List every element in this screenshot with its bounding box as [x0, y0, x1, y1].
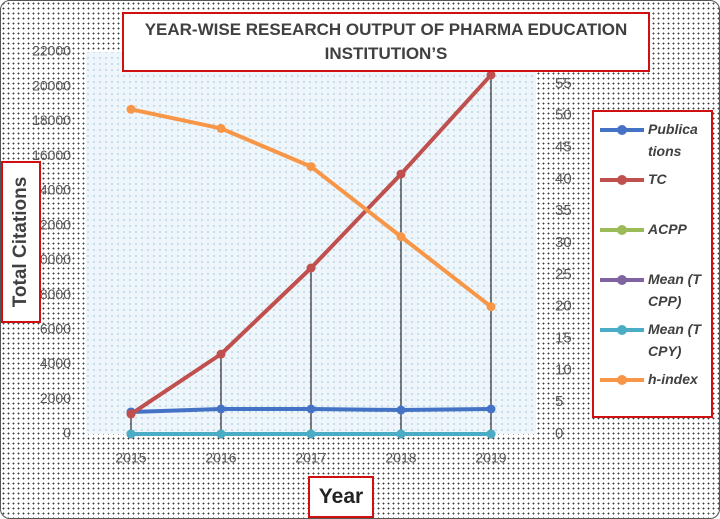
data-point	[396, 429, 406, 439]
legend-label: Publications	[648, 121, 698, 159]
y-tick-label: 12000	[32, 216, 71, 232]
x-tick-label: 2017	[295, 450, 326, 466]
legend-swatch	[600, 375, 644, 385]
legend-label: Mean (TCPY)	[648, 321, 701, 359]
y-tick-label: 20000	[32, 77, 71, 93]
data-point	[216, 123, 226, 133]
x-axis-title: Year	[308, 476, 374, 518]
legend-label: h-index	[648, 371, 698, 387]
y-tick-label: 22000	[32, 43, 71, 59]
legend-marker	[617, 375, 627, 385]
y-tick-label: 4000	[40, 355, 71, 371]
y-axis-title: Total Citations	[10, 176, 31, 308]
y2-tick-label: 20	[555, 298, 572, 315]
y2-tick-label: 55	[555, 75, 572, 92]
data-point	[396, 405, 406, 415]
data-point	[126, 429, 136, 439]
x-tick-label: 2015	[115, 450, 146, 466]
legend-item: TC	[598, 168, 707, 218]
data-point	[126, 104, 136, 114]
legend-swatch	[600, 275, 644, 285]
legend-label: TC	[648, 171, 667, 187]
data-point	[216, 429, 226, 439]
data-point	[486, 404, 496, 414]
y2-tick-label: 30	[555, 234, 572, 251]
legend-item: Publications	[598, 118, 707, 168]
y-tick-label: 14000	[32, 182, 71, 198]
data-point	[306, 162, 316, 172]
y2-tick-label: 45	[555, 138, 572, 155]
y-axis-title-box: Total Citations	[1, 161, 41, 323]
data-point	[396, 232, 406, 242]
y-tick-label: 2000	[40, 390, 71, 406]
legend-label: ACPP	[648, 221, 687, 237]
y-tick-label: 18000	[32, 112, 71, 128]
legend-item: h-index	[598, 368, 707, 418]
y2-tick-label: 25	[555, 266, 572, 283]
y-tick-label: 6000	[40, 321, 71, 337]
data-point	[486, 302, 496, 312]
legend-marker	[617, 175, 627, 185]
legend-marker	[617, 125, 627, 135]
legend-label: Mean (TCPP)	[648, 271, 701, 309]
y-tick-label: 8000	[40, 286, 71, 302]
legend-marker	[617, 275, 627, 285]
data-point	[306, 404, 316, 414]
legend: Publications TC ACPP Mean (TCPP) Mean (TCPY)…	[592, 110, 713, 418]
y2-tick-label: 5	[555, 393, 563, 410]
y-tick-label: 0	[63, 425, 71, 441]
y2-tick-label: 50	[555, 107, 572, 124]
y2-tick-label: 15	[555, 329, 572, 346]
x-tick-label: 2016	[205, 450, 236, 466]
chart-title: YEAR-WISE RESEARCH OUTPUT OF PHARMA EDUC…	[122, 12, 650, 72]
y2-tick-label: 35	[555, 202, 572, 219]
y-tick-label: 10000	[32, 251, 71, 267]
legend-marker	[617, 325, 627, 335]
legend-item: ACPP	[598, 218, 707, 268]
x-tick-label: 2018	[385, 450, 416, 466]
y2-tick-label: 40	[555, 170, 572, 187]
data-point	[486, 429, 496, 439]
y-tick-label: 16000	[32, 147, 71, 163]
y2-tick-label: 0	[555, 425, 563, 442]
data-point	[216, 404, 226, 414]
data-point	[126, 409, 136, 419]
legend-item: Mean (TCPY)	[598, 318, 707, 368]
legend-swatch	[600, 125, 644, 135]
legend-swatch	[600, 325, 644, 335]
data-point	[306, 263, 316, 273]
data-point	[306, 429, 316, 439]
legend-swatch	[600, 225, 644, 235]
x-tick-label: 2019	[475, 450, 506, 466]
legend-item: Mean (TCPP)	[598, 268, 707, 318]
legend-marker	[617, 225, 627, 235]
data-point	[486, 70, 496, 80]
legend-swatch	[600, 175, 644, 185]
data-point	[216, 349, 226, 359]
data-point	[396, 169, 406, 179]
y2-tick-label: 10	[555, 361, 572, 378]
